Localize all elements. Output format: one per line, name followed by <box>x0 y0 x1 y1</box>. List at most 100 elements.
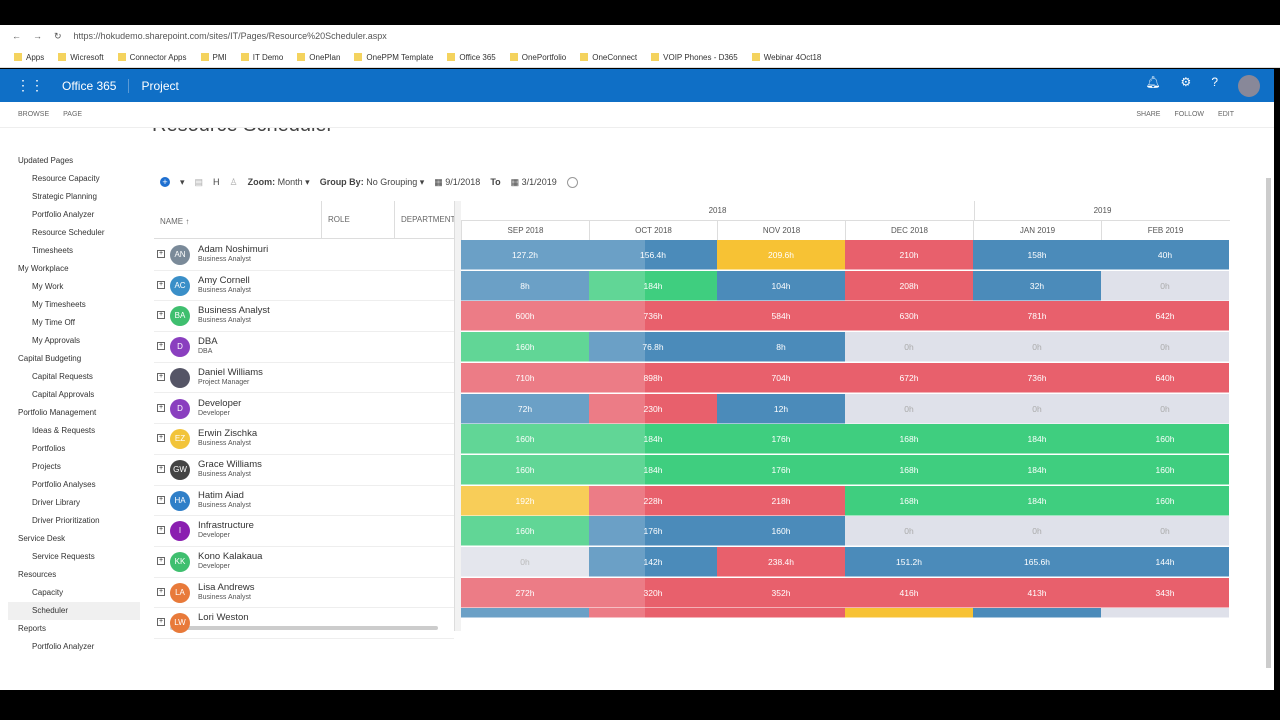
nav-item[interactable]: Service Requests <box>32 552 95 561</box>
expand-icon[interactable]: + <box>157 403 165 412</box>
bookmark[interactable]: Wicresoft <box>58 53 104 62</box>
bookmark[interactable]: Webinar 4Oct18 <box>751 53 821 62</box>
nav-item[interactable]: My Time Off <box>32 318 75 327</box>
allocation-cell[interactable]: 343h <box>1101 577 1229 608</box>
allocation-cell[interactable]: 160h <box>461 424 589 455</box>
resource-name[interactable]: Grace Williams <box>198 458 262 470</box>
follow-button[interactable]: FOLLOW <box>1174 111 1205 118</box>
app-name[interactable]: Project <box>141 78 179 93</box>
bookmark[interactable]: Connector Apps <box>117 53 187 62</box>
allocation-cell[interactable]: 12h <box>717 393 845 424</box>
nav-item[interactable]: My Timesheets <box>32 300 86 309</box>
nav-item[interactable]: Resource Capacity <box>32 174 100 183</box>
role-column-header[interactable]: ROLE <box>321 201 350 239</box>
allocation-cell[interactable]: 168h <box>845 485 973 516</box>
allocation-cell[interactable]: 600h <box>461 301 589 332</box>
zoom-dropdown[interactable]: Zoom: Month ▾ <box>247 176 310 187</box>
nav-item[interactable]: My Approvals <box>32 336 81 345</box>
resource-row[interactable]: + LW Lori Weston <box>154 608 454 640</box>
nav-item[interactable]: Projects <box>32 462 61 471</box>
allocation-cell[interactable]: 8h <box>717 332 845 363</box>
resource-name[interactable]: Lisa Andrews <box>198 581 255 593</box>
share-button[interactable]: SHARE <box>1136 111 1161 118</box>
bookmark[interactable]: OnePlan <box>297 53 340 62</box>
tab-page[interactable]: PAGE <box>63 111 83 118</box>
circle-toggle[interactable] <box>566 176 578 188</box>
allocation-cell[interactable]: 144h <box>1101 547 1229 577</box>
nav-item[interactable]: Reports <box>18 624 47 633</box>
nav-item[interactable]: Portfolio Analyzer <box>32 642 95 651</box>
allocation-cell[interactable]: 230h <box>589 393 717 424</box>
nav-item[interactable]: Driver Library <box>32 498 81 507</box>
allocation-cell[interactable]: 736h <box>973 362 1101 393</box>
allocation-cell[interactable]: 710h <box>461 362 589 393</box>
bookmark[interactable]: Office 365 <box>447 53 496 62</box>
resource-row[interactable]: + D Developer Developer <box>154 394 454 425</box>
group-by-dropdown[interactable]: Group By: No Grouping ▾ <box>319 176 425 187</box>
allocation-cell[interactable]: 176h <box>589 516 717 547</box>
reload-icon[interactable]: ↻ <box>54 30 62 41</box>
nav-item[interactable]: Portfolio Analyses <box>32 480 96 489</box>
nav-item[interactable]: My Work <box>32 282 64 291</box>
allocation-cell[interactable]: 584h <box>717 301 845 332</box>
nav-item[interactable]: Updated Pages <box>18 156 74 165</box>
allocation-cell[interactable] <box>845 608 973 618</box>
allocation-cell[interactable]: 630h <box>845 301 973 332</box>
bookmark[interactable]: VOIP Phones - D365 <box>651 53 738 62</box>
allocation-cell[interactable]: 72h <box>461 393 589 424</box>
allocation-cell[interactable]: 168h <box>845 454 973 485</box>
allocation-cell[interactable]: 192h <box>461 485 589 516</box>
allocation-cell[interactable]: 160h <box>461 516 589 547</box>
nav-item[interactable]: Portfolios <box>32 444 66 453</box>
allocation-cell[interactable]: 0h <box>973 332 1101 363</box>
allocation-cell[interactable]: 640h <box>1101 362 1229 393</box>
resource-name[interactable]: Kono Kalakaua <box>198 551 263 562</box>
allocation-cell[interactable]: 158h <box>973 240 1101 270</box>
nav-item[interactable]: Capital Requests <box>32 372 93 381</box>
allocation-cell[interactable]: 0h <box>1101 270 1229 301</box>
allocation-cell[interactable]: 0h <box>845 393 973 424</box>
allocation-cell[interactable]: 76.8h <box>589 332 717 363</box>
allocation-cell[interactable]: 0h <box>1101 393 1229 424</box>
resource-name[interactable]: DBA <box>198 336 218 348</box>
allocation-cell[interactable]: 176h <box>717 454 845 485</box>
allocation-cell[interactable]: 184h <box>973 424 1101 455</box>
allocation-cell[interactable]: 413h <box>973 577 1101 608</box>
nav-item[interactable]: Capital Budgeting <box>18 354 82 363</box>
bookmark[interactable]: Apps <box>14 53 44 62</box>
allocation-cell[interactable]: 781h <box>973 301 1101 332</box>
nav-item[interactable]: Capital Approvals <box>32 390 95 399</box>
nav-item[interactable]: Timesheets <box>32 246 74 255</box>
bookmark[interactable]: IT Demo <box>240 53 283 62</box>
bookmark[interactable]: OnePPM Template <box>354 53 433 62</box>
resource-name[interactable]: Erwin Zischka <box>198 428 258 440</box>
allocation-cell[interactable]: 272h <box>461 577 589 608</box>
allocation-cell[interactable]: 156.4h <box>589 240 717 270</box>
brand[interactable]: Office 365 <box>62 78 130 93</box>
allocation-cell[interactable]: 0h <box>845 516 973 547</box>
resource-row[interactable]: + AC Amy Cornell Business Analyst <box>154 271 454 302</box>
nav-item[interactable]: Ideas & Requests <box>32 426 96 435</box>
nav-item[interactable]: Portfolio Analyzer <box>32 210 95 219</box>
resource-row[interactable]: + LA Lisa Andrews Business Analyst <box>154 578 454 609</box>
allocation-cell[interactable]: 160h <box>1101 485 1229 516</box>
allocation-cell[interactable]: 0h <box>461 547 589 577</box>
grid-icon[interactable]: ▤ <box>194 176 204 187</box>
forward-icon[interactable]: → <box>33 31 42 41</box>
gear-icon[interactable]: ⚙ <box>1180 74 1192 89</box>
resource-name[interactable]: Daniel Williams <box>198 366 263 378</box>
expand-icon[interactable]: + <box>157 342 165 351</box>
app-launcher-icon[interactable]: ⋮⋮ <box>16 77 44 93</box>
edit-button[interactable]: EDIT <box>1218 111 1234 118</box>
allocation-cell[interactable]: 127.2h <box>461 240 589 270</box>
address-bar[interactable]: ← → ↻ https://hokudemo.sharepoint.com/sites… <box>0 25 1280 47</box>
allocation-cell[interactable]: 40h <box>1101 240 1229 270</box>
allocation-cell[interactable]: 0h <box>845 332 973 363</box>
expand-icon[interactable]: + <box>157 557 165 565</box>
chevron-down-icon[interactable]: ▾ <box>180 176 185 187</box>
allocation-cell[interactable]: 209.6h <box>717 240 845 270</box>
allocation-cell[interactable] <box>717 608 845 618</box>
allocation-cell[interactable] <box>589 608 717 618</box>
allocation-cell[interactable]: 672h <box>845 362 973 393</box>
allocation-cell[interactable]: 160h <box>461 332 589 363</box>
